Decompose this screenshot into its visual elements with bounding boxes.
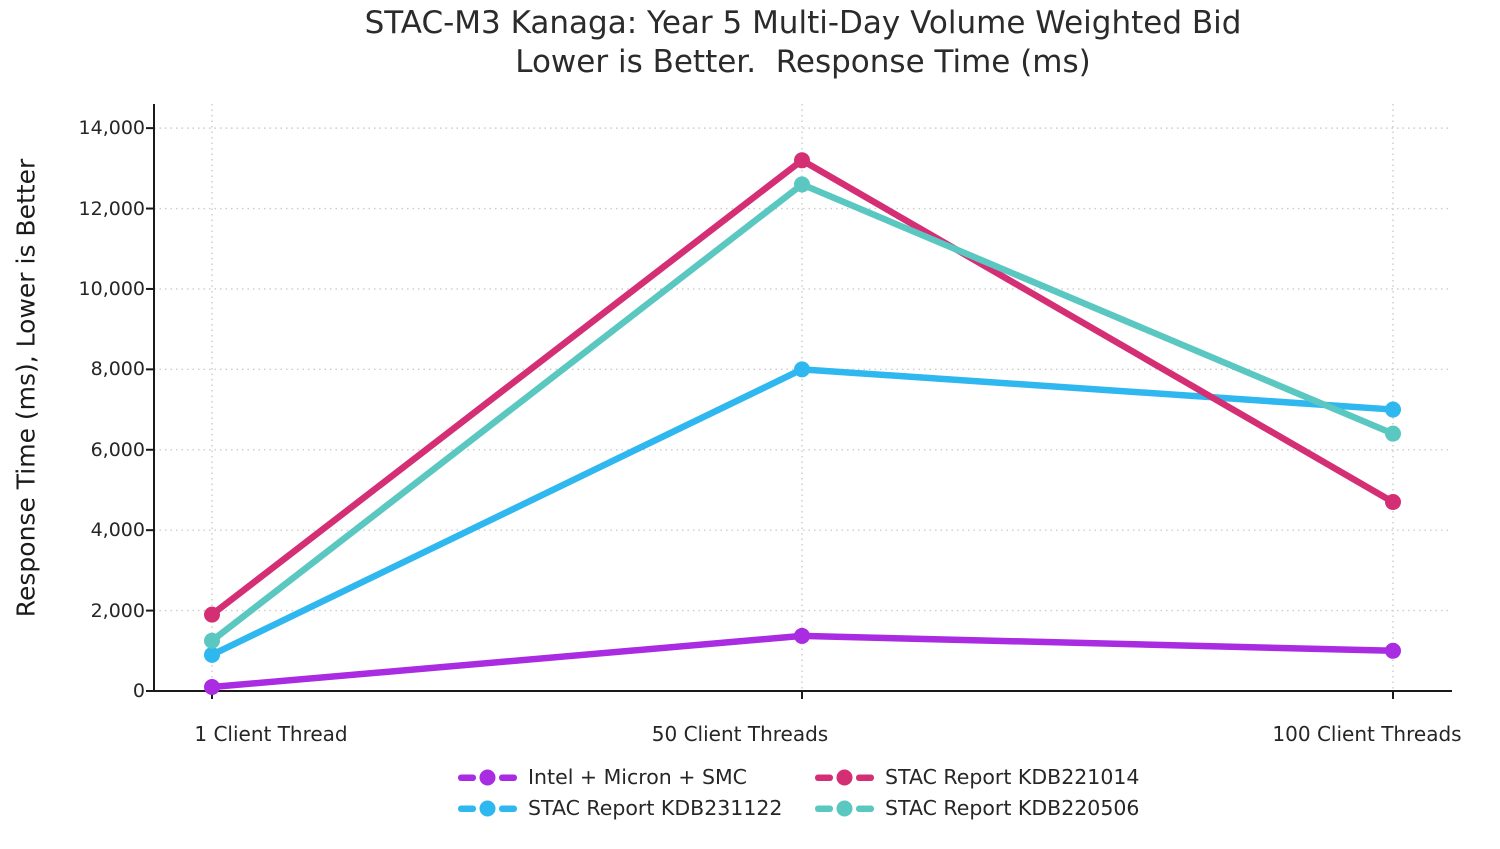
x-tick-label: 100 Client Threads xyxy=(1272,722,1462,746)
y-tick-label: 0 xyxy=(132,680,145,702)
series-marker-2 xyxy=(204,606,220,623)
legend-label: STAC Report KDB220506 xyxy=(885,796,1140,820)
x-tick-label: 1 Client Thread xyxy=(194,722,348,746)
series-marker-0 xyxy=(204,678,220,695)
legend-item: STAC Report KDB231122 xyxy=(458,795,782,821)
legend-label: STAC Report KDB231122 xyxy=(528,796,783,820)
series-marker-1 xyxy=(204,646,220,663)
series-marker-3 xyxy=(794,176,810,193)
x-tick-label: 50 Client Threads xyxy=(651,722,829,746)
y-tick-label: 10,000 xyxy=(78,277,145,300)
y-tick-label: 12,000 xyxy=(78,197,145,220)
legend-item: STAC Report KDB220506 xyxy=(815,795,1139,821)
legend-item: STAC Report KDB221014 xyxy=(815,764,1139,790)
series-marker-3 xyxy=(1385,425,1401,442)
series-marker-0 xyxy=(1385,642,1401,659)
legend-line-marker-icon xyxy=(815,769,874,785)
series-marker-2 xyxy=(794,152,810,169)
legend-line-marker-icon xyxy=(815,800,874,816)
chart-title-line-1: STAC-M3 Kanaga: Year 5 Multi-Day Volume … xyxy=(364,5,1242,41)
series-marker-1 xyxy=(794,361,810,378)
series-line-2 xyxy=(208,157,1397,618)
legend-line-marker-icon xyxy=(458,769,517,785)
chart-title: STAC-M3 Kanaga: Year 5 Multi-Day Volume … xyxy=(154,4,1452,82)
legend-item: Intel + Micron + SMC xyxy=(458,764,747,790)
y-tick-label: 8,000 xyxy=(90,358,145,381)
series-marker-3 xyxy=(204,632,220,649)
series-marker-0 xyxy=(794,627,810,644)
chart-title-line-2: Lower is Better. Response Time (ms) xyxy=(515,44,1091,80)
series-marker-2 xyxy=(1385,494,1401,511)
legend-label: Intel + Micron + SMC xyxy=(528,765,747,789)
y-tick-label: 14,000 xyxy=(78,117,145,140)
legend-label: STAC Report KDB221014 xyxy=(885,765,1140,789)
series-marker-1 xyxy=(1385,401,1401,418)
y-tick-label: 2,000 xyxy=(90,599,145,622)
legend-line-marker-icon xyxy=(458,800,517,816)
y-tick-label: 6,000 xyxy=(90,438,145,461)
y-tick-label: 4,000 xyxy=(90,519,145,542)
